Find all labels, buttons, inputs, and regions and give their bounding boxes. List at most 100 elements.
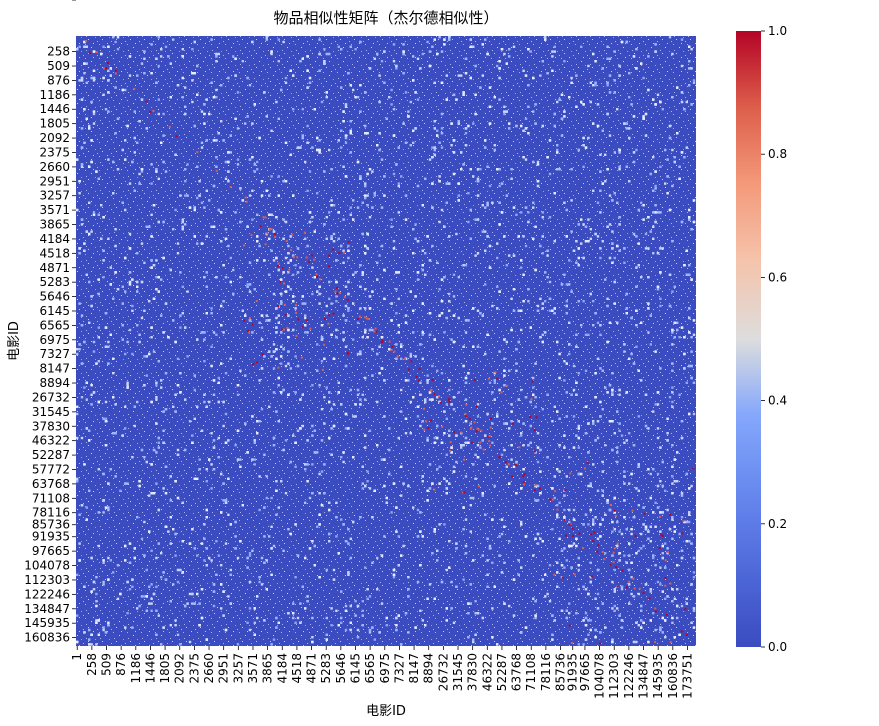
- heatmap-cell: [508, 127, 511, 130]
- heatmap-cell: [373, 192, 376, 195]
- heatmap-cell: [692, 381, 696, 384]
- heatmap-cell: [637, 489, 640, 492]
- heatmap-cell: [328, 211, 331, 214]
- heatmap-cell: [611, 372, 614, 375]
- heatmap-cell: [613, 151, 616, 154]
- heatmap-cell: [325, 638, 328, 641]
- heatmap-cell: [469, 168, 472, 171]
- heatmap-cell: [198, 194, 201, 197]
- heatmap-cell: [193, 72, 196, 75]
- heatmap-cell: [114, 271, 117, 274]
- heatmap-cell: [496, 64, 499, 68]
- heatmap-cell: [659, 566, 662, 569]
- heatmap-cell: [200, 141, 204, 144]
- heatmap-cell: [515, 492, 518, 495]
- heatmap-cell: [368, 295, 372, 298]
- heatmap-cell: [311, 266, 314, 269]
- heatmap-cell: [145, 127, 148, 130]
- heatmap-cell: [618, 552, 621, 555]
- heatmap-cell: [664, 566, 667, 569]
- heatmap-cell: [659, 446, 662, 449]
- heatmap-cell: [150, 609, 153, 612]
- heatmap-cell: [580, 45, 583, 48]
- heatmap-cell: [265, 559, 268, 562]
- heatmap-cell: [445, 98, 448, 101]
- heatmap-cell: [272, 343, 276, 346]
- heatmap-cell: [299, 398, 302, 401]
- heatmap-cell: [124, 139, 127, 142]
- heatmap-cell: [606, 45, 609, 48]
- heatmap-cell: [366, 194, 369, 197]
- heatmap-cell: [594, 628, 597, 632]
- heatmap-cell: [256, 595, 259, 598]
- heatmap-cell: [284, 492, 288, 495]
- heatmap-cell: [124, 208, 127, 212]
- heatmap-cell: [436, 559, 439, 562]
- heatmap-cell: [136, 607, 139, 610]
- heatmap-cell: [491, 391, 494, 394]
- heatmap-cell: [364, 124, 367, 128]
- heatmap-cell: [176, 448, 180, 452]
- heatmap-cell: [270, 249, 273, 252]
- heatmap-cell: [630, 592, 633, 596]
- heatmap-cell: [546, 592, 549, 596]
- heatmap-cell: [172, 583, 175, 586]
- heatmap-cell: [508, 55, 511, 58]
- heatmap-cell: [380, 60, 384, 63]
- heatmap-cell: [565, 300, 568, 303]
- heatmap-cell: [354, 403, 357, 406]
- heatmap-cell: [397, 331, 400, 334]
- heatmap-cell: [642, 218, 645, 221]
- heatmap-cell: [404, 321, 408, 324]
- heatmap-cell: [287, 612, 290, 615]
- heatmap-cell: [488, 244, 492, 248]
- heatmap-cell: [457, 316, 460, 320]
- heatmap-cell: [265, 475, 268, 478]
- heatmap-cell: [246, 566, 249, 569]
- heatmap-cell: [664, 636, 667, 639]
- heatmap-cell: [349, 151, 352, 154]
- heatmap-cell: [210, 463, 213, 466]
- heatmap-cell: [143, 72, 146, 75]
- heatmap-cell: [390, 218, 393, 221]
- heatmap-cell: [424, 400, 427, 404]
- heatmap-cell: [368, 168, 372, 171]
- heatmap-cell: [301, 393, 304, 396]
- heatmap-cell: [102, 499, 105, 502]
- heatmap-cell: [503, 52, 506, 56]
- heatmap-cell: [654, 184, 657, 188]
- heatmap-cell: [656, 211, 660, 214]
- heatmap-cell: [164, 408, 168, 411]
- heatmap-cell: [383, 415, 386, 418]
- heatmap-cell: [268, 194, 271, 197]
- heatmap-cell: [428, 50, 432, 53]
- heatmap-cell: [155, 422, 158, 425]
- heatmap-cell: [445, 74, 448, 77]
- heatmap-cell: [431, 206, 434, 209]
- heatmap-cell: [294, 621, 297, 624]
- heatmap-cell: [150, 583, 153, 586]
- heatmap-cell: [162, 134, 165, 137]
- heatmap-cell: [323, 463, 326, 466]
- heatmap-cell: [392, 247, 396, 250]
- heatmap-cell: [181, 48, 184, 51]
- heatmap-cell: [565, 283, 568, 286]
- heatmap-cell: [440, 132, 444, 135]
- heatmap-cell: [97, 326, 100, 329]
- heatmap-cell: [203, 331, 206, 334]
- heatmap-cell: [220, 211, 223, 214]
- heatmap-cell: [560, 134, 564, 137]
- heatmap-cell: [280, 480, 283, 483]
- heatmap-cell: [150, 336, 153, 339]
- heatmap-cell: [421, 302, 424, 305]
- heatmap-cell: [404, 379, 408, 382]
- heatmap-cell: [308, 76, 312, 80]
- heatmap-cell: [260, 338, 264, 341]
- heatmap-cell: [268, 237, 271, 240]
- heatmap-cell: [661, 556, 664, 560]
- heatmap-cell: [534, 122, 537, 125]
- heatmap-cell: [656, 436, 660, 440]
- heatmap-cell: [572, 518, 576, 521]
- heatmap-cell: [517, 235, 520, 238]
- heatmap-cell: [671, 290, 674, 293]
